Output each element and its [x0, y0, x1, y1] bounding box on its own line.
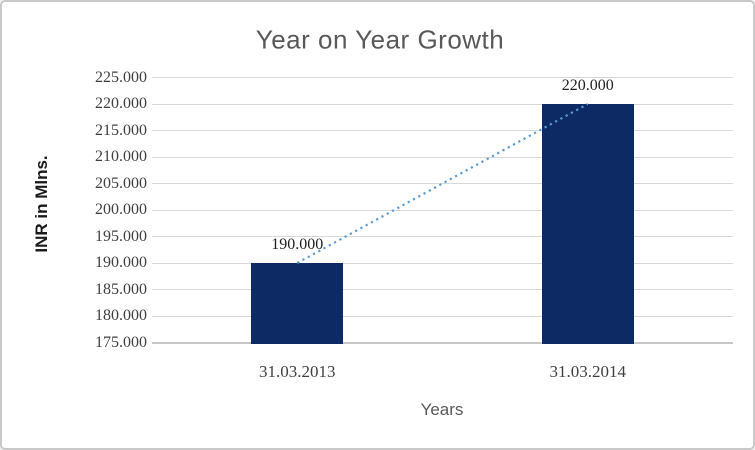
- y-tick-label: 185.000: [95, 280, 147, 298]
- y-tick-label: 225.000: [95, 68, 147, 86]
- bar-31.03.2014: [541, 104, 634, 344]
- gridline: [152, 262, 733, 264]
- gridline: [152, 156, 733, 158]
- gridline: [152, 130, 733, 131]
- gridline: [152, 289, 733, 290]
- bar-31.03.2013: [251, 263, 344, 344]
- chart-title: Year on Year Growth: [255, 24, 505, 55]
- y-tick-label: 175.000: [95, 333, 147, 351]
- y-tick-label: 190.000: [95, 254, 147, 271]
- y-tick-label: 210.000: [95, 148, 147, 165]
- gridline: [152, 236, 733, 237]
- gridline: [152, 183, 733, 184]
- gridline: [152, 209, 733, 211]
- x-tick-label: 31.03.2013: [259, 362, 336, 381]
- x-tick-label: 31.03.2014: [549, 362, 627, 381]
- y-tick-label: 195.000: [95, 227, 147, 245]
- y-tick-label: 200.000: [95, 201, 147, 218]
- data-label: 190.000: [271, 236, 324, 253]
- gridline: [152, 315, 733, 317]
- y-tick-label: 220.000: [95, 95, 147, 112]
- y-axis-title: INR in Mlns.: [32, 155, 51, 253]
- x-axis-line: [152, 341, 733, 344]
- y-tick-label: 215.000: [95, 121, 147, 139]
- y-tick-label: 205.000: [95, 174, 147, 192]
- y-tick-label: 180.000: [95, 307, 147, 324]
- gridline: [152, 103, 733, 105]
- gridline: [152, 77, 733, 78]
- data-label: 220.000: [561, 77, 614, 94]
- x-axis-title: Years: [420, 400, 464, 419]
